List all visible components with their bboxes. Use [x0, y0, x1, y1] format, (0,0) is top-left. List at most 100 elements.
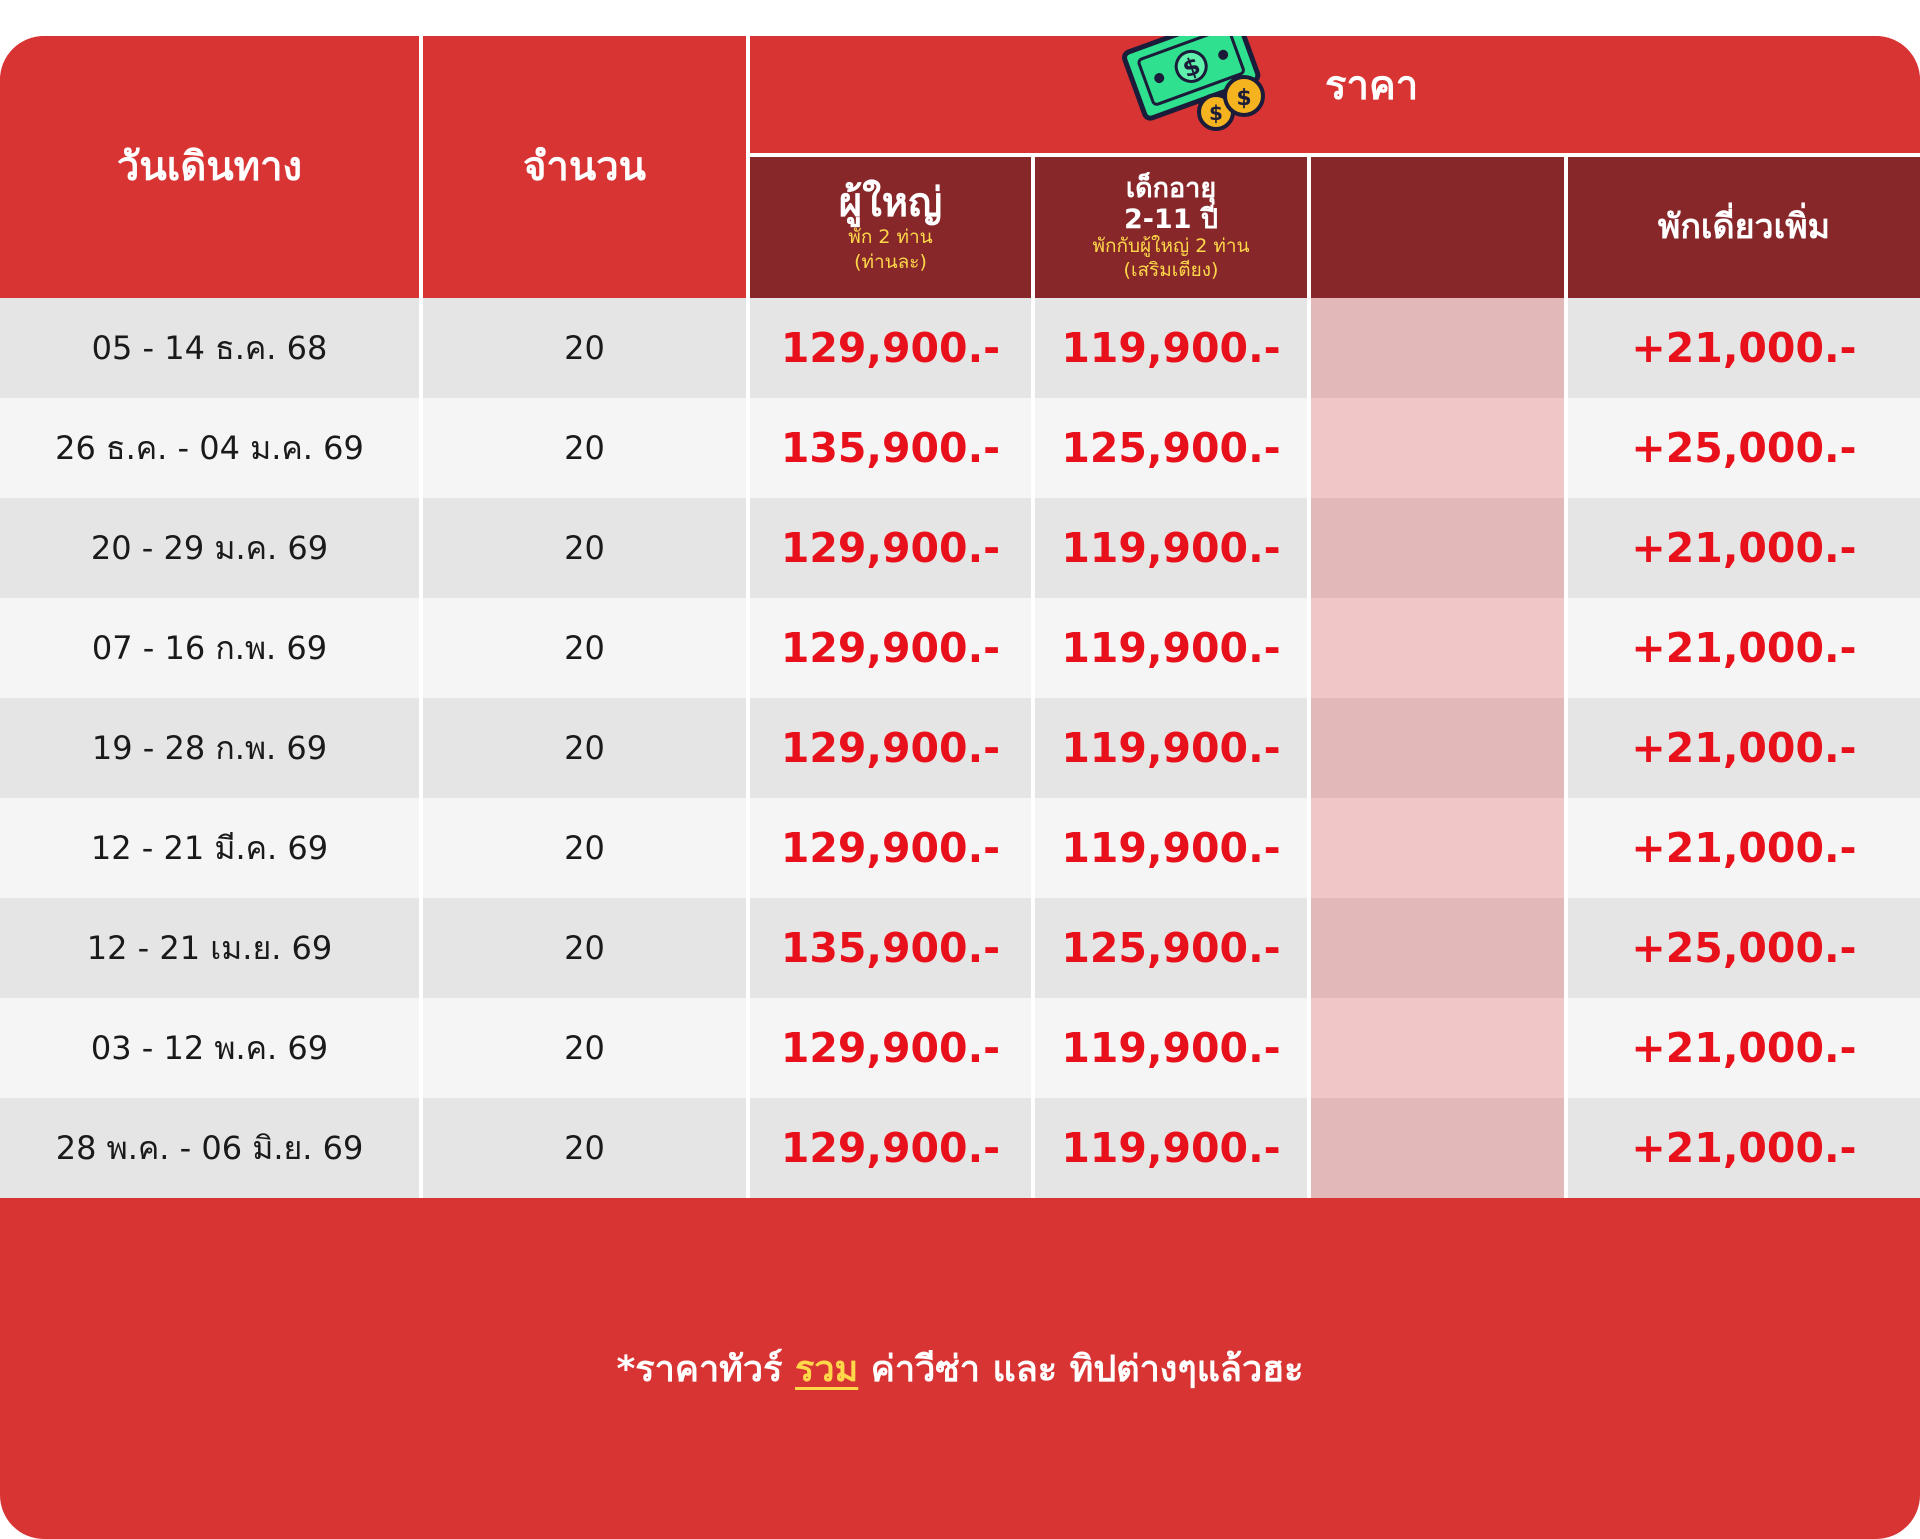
- cell-seats: 20: [423, 998, 746, 1098]
- child-value: 119,900.-: [1061, 1024, 1281, 1072]
- child-value: 119,900.-: [1061, 1124, 1281, 1172]
- header-blank: [1311, 157, 1564, 298]
- footer-prefix: *ราคาทัวร์: [616, 1349, 795, 1390]
- header-child-line2: (เสริมเตียง): [1123, 258, 1219, 281]
- table-row: 12 - 21 มี.ค. 69 20 129,900.- 119,900.- +21,…: [0, 798, 1920, 898]
- seats-value: 20: [564, 829, 605, 867]
- seats-value: 20: [564, 929, 605, 967]
- adult-value: 135,900.-: [780, 424, 1001, 472]
- cell-date: 19 - 28 ก.พ. 69: [0, 698, 419, 798]
- single-value: +21,000.-: [1631, 624, 1857, 672]
- cell-blank: [1311, 798, 1564, 898]
- adult-value: 135,900.-: [780, 924, 1001, 972]
- header-seats: จำนวน: [423, 36, 746, 298]
- header-adult-line1: พัก 2 ท่าน: [848, 225, 933, 248]
- single-value: +25,000.-: [1631, 924, 1857, 972]
- date-value: 05 - 14 ธ.ค. 68: [91, 328, 328, 367]
- cell-single: +21,000.-: [1568, 998, 1920, 1098]
- date-value: 12 - 21 มี.ค. 69: [90, 828, 329, 867]
- header-seats-label: จำนวน: [522, 144, 647, 190]
- table-row: 12 - 21 เม.ย. 69 20 135,900.- 125,900.- +25,…: [0, 898, 1920, 998]
- cell-blank: [1311, 498, 1564, 598]
- cell-child: 119,900.-: [1035, 998, 1307, 1098]
- cell-adult: 129,900.-: [750, 698, 1031, 798]
- single-value: +21,000.-: [1631, 724, 1857, 772]
- cell-date: 07 - 16 ก.พ. 69: [0, 598, 419, 698]
- cell-adult: 129,900.-: [750, 598, 1031, 698]
- column-divider: [1564, 157, 1568, 1198]
- date-value: 28 พ.ค. - 06 มิ.ย. 69: [55, 1128, 364, 1167]
- seats-value: 20: [564, 729, 605, 767]
- cell-seats: 20: [423, 798, 746, 898]
- cell-single: +21,000.-: [1568, 698, 1920, 798]
- cell-blank: [1311, 998, 1564, 1098]
- column-divider: [746, 36, 750, 1198]
- cell-seats: 20: [423, 498, 746, 598]
- child-value: 119,900.-: [1061, 524, 1281, 572]
- cell-single: +21,000.-: [1568, 798, 1920, 898]
- cell-adult: 129,900.-: [750, 1098, 1031, 1198]
- cell-blank: [1311, 698, 1564, 798]
- table-row: 28 พ.ค. - 06 มิ.ย. 69 20 129,900.- 119,900.…: [0, 1098, 1920, 1198]
- cell-blank: [1311, 298, 1564, 398]
- header-date: วันเดินทาง: [0, 36, 419, 298]
- table-row: 05 - 14 ธ.ค. 68 20 129,900.- 119,900.- +21,0…: [0, 298, 1920, 398]
- child-value: 119,900.-: [1061, 324, 1281, 372]
- child-value: 125,900.-: [1061, 924, 1281, 972]
- date-value: 19 - 28 ก.พ. 69: [91, 728, 328, 767]
- cell-single: +25,000.-: [1568, 898, 1920, 998]
- cell-adult: 129,900.-: [750, 298, 1031, 398]
- cell-child: 119,900.-: [1035, 498, 1307, 598]
- child-value: 119,900.-: [1061, 624, 1281, 672]
- cell-child: 119,900.-: [1035, 798, 1307, 898]
- single-value: +21,000.-: [1631, 324, 1857, 372]
- footer-note: *ราคาทัวร์ รวม ค่าวีซ่า และ ทิปต่างๆแล้ว…: [0, 1198, 1920, 1539]
- single-value: +21,000.-: [1631, 824, 1857, 872]
- seats-value: 20: [564, 1129, 605, 1167]
- single-value: +21,000.-: [1631, 1024, 1857, 1072]
- seats-value: 20: [564, 429, 605, 467]
- cell-single: +21,000.-: [1568, 298, 1920, 398]
- header-single: พักเดี่ยวเพิ่ม: [1568, 157, 1920, 298]
- footer-text: *ราคาทัวร์ รวม ค่าวีซ่า และ ทิปต่างๆแล้ว…: [616, 1340, 1303, 1397]
- date-value: 26 ธ.ค. - 04 ม.ค. 69: [55, 428, 364, 467]
- adult-value: 129,900.-: [780, 624, 1001, 672]
- table-row: 20 - 29 ม.ค. 69 20 129,900.- 119,900.- +21,0…: [0, 498, 1920, 598]
- single-value: +21,000.-: [1631, 1124, 1857, 1172]
- cell-seats: 20: [423, 1098, 746, 1198]
- header-child-title2: 2-11 ปี: [1123, 203, 1219, 235]
- cell-child: 119,900.-: [1035, 598, 1307, 698]
- date-value: 20 - 29 ม.ค. 69: [90, 528, 329, 567]
- cell-child: 119,900.-: [1035, 298, 1307, 398]
- table-row: 19 - 28 ก.พ. 69 20 129,900.- 119,900.- +21,0…: [0, 698, 1920, 798]
- header-date-label: วันเดินทาง: [116, 144, 303, 190]
- cell-blank: [1311, 398, 1564, 498]
- cell-adult: 135,900.-: [750, 398, 1031, 498]
- child-value: 119,900.-: [1061, 724, 1281, 772]
- date-value: 07 - 16 ก.พ. 69: [91, 628, 328, 667]
- table-row: 07 - 16 ก.พ. 69 20 129,900.- 119,900.- +21,0…: [0, 598, 1920, 698]
- cell-blank: [1311, 1098, 1564, 1198]
- cell-adult: 135,900.-: [750, 898, 1031, 998]
- cell-seats: 20: [423, 298, 746, 398]
- cell-single: +21,000.-: [1568, 498, 1920, 598]
- cell-seats: 20: [423, 698, 746, 798]
- cell-child: 125,900.-: [1035, 398, 1307, 498]
- seats-value: 20: [564, 1029, 605, 1067]
- cell-date: 12 - 21 มี.ค. 69: [0, 798, 419, 898]
- header-price-label: ราคา: [1325, 63, 1419, 109]
- cell-adult: 129,900.-: [750, 798, 1031, 898]
- cell-date: 28 พ.ค. - 06 มิ.ย. 69: [0, 1098, 419, 1198]
- child-value: 119,900.-: [1061, 824, 1281, 872]
- cell-single: +25,000.-: [1568, 398, 1920, 498]
- footer-suffix: ค่าวีซ่า และ ทิปต่างๆแล้วฮะ: [858, 1349, 1304, 1390]
- header-adult: ผู้ใหญ่ พัก 2 ท่าน (ท่านละ): [750, 157, 1031, 298]
- table-row: 03 - 12 พ.ค. 69 20 129,900.- 119,900.- +21,0…: [0, 998, 1920, 1098]
- table-row: 26 ธ.ค. - 04 ม.ค. 69 20 135,900.- 125,900.-…: [0, 398, 1920, 498]
- header-adult-title: ผู้ใหญ่: [838, 179, 943, 226]
- cell-date: 20 - 29 ม.ค. 69: [0, 498, 419, 598]
- price-table-card: วันเดินทาง จำนวน $ $ $ ราคา ผู้ใหญ่ พัก …: [0, 36, 1920, 1539]
- cell-seats: 20: [423, 398, 746, 498]
- child-value: 125,900.-: [1061, 424, 1281, 472]
- footer-highlight: รวม: [794, 1349, 859, 1390]
